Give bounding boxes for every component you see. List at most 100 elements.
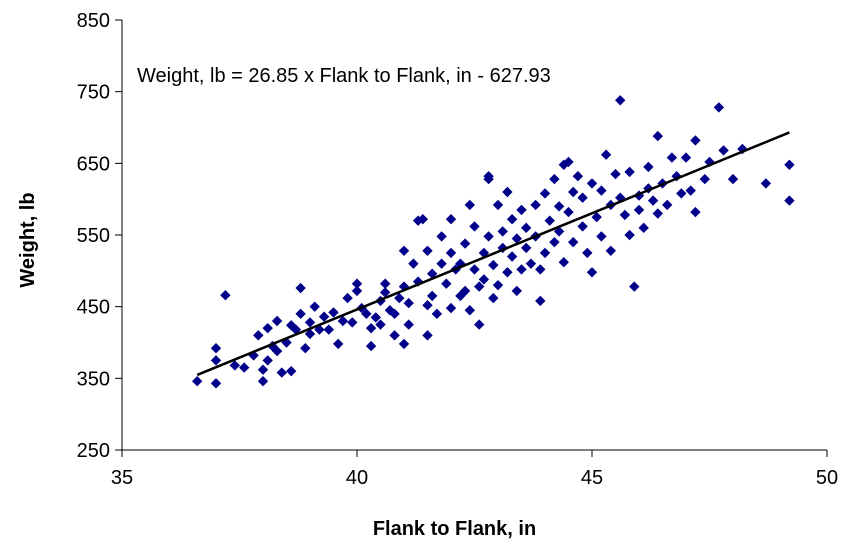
data-point bbox=[577, 221, 588, 232]
data-point bbox=[459, 238, 471, 249]
data-point bbox=[483, 231, 494, 242]
data-point bbox=[342, 292, 353, 304]
data-point bbox=[262, 322, 273, 334]
data-point bbox=[474, 281, 485, 292]
data-point bbox=[445, 247, 457, 259]
data-point bbox=[286, 365, 297, 377]
y-tick-label: 450 bbox=[77, 297, 110, 319]
data-point bbox=[516, 204, 527, 216]
data-point bbox=[483, 173, 494, 185]
data-point bbox=[600, 149, 612, 160]
x-ticks: 35 40 45 50 bbox=[111, 450, 838, 489]
data-point bbox=[436, 258, 447, 269]
data-point bbox=[394, 292, 405, 304]
data-point bbox=[427, 290, 438, 302]
data-point bbox=[210, 343, 222, 354]
data-point bbox=[737, 143, 748, 155]
data-point bbox=[638, 222, 649, 234]
data-point bbox=[389, 330, 400, 341]
data-point bbox=[516, 264, 527, 275]
data-points bbox=[192, 95, 795, 389]
data-point bbox=[380, 278, 391, 289]
x-tick-label: 45 bbox=[581, 467, 603, 489]
data-point bbox=[398, 245, 410, 256]
data-point bbox=[699, 173, 710, 185]
data-point bbox=[591, 211, 602, 223]
data-point bbox=[535, 264, 546, 275]
data-point bbox=[784, 195, 795, 206]
data-point bbox=[469, 264, 480, 275]
data-point bbox=[365, 340, 377, 352]
y-tick-label: 250 bbox=[77, 440, 110, 462]
data-point bbox=[586, 178, 598, 189]
data-point bbox=[262, 355, 273, 366]
data-point bbox=[469, 221, 480, 232]
data-point bbox=[572, 171, 584, 182]
data-point bbox=[582, 247, 593, 259]
data-point bbox=[459, 285, 471, 297]
data-point bbox=[210, 355, 222, 366]
data-point bbox=[474, 319, 485, 330]
data-point bbox=[643, 183, 654, 194]
data-point bbox=[539, 247, 551, 259]
data-point bbox=[497, 226, 508, 237]
data-point bbox=[422, 330, 433, 341]
data-point bbox=[539, 188, 551, 199]
data-point bbox=[276, 367, 287, 378]
data-point bbox=[506, 251, 518, 262]
y-tick-label: 850 bbox=[77, 10, 110, 32]
data-point bbox=[328, 307, 339, 318]
data-point bbox=[563, 206, 574, 218]
data-point bbox=[431, 308, 443, 320]
data-point bbox=[511, 233, 522, 244]
data-point bbox=[727, 173, 739, 185]
data-point bbox=[784, 159, 795, 170]
data-point bbox=[662, 199, 673, 211]
data-point bbox=[652, 130, 663, 142]
x-axis-title: Flank to Flank, in bbox=[373, 518, 536, 540]
y-tick-label: 750 bbox=[77, 82, 110, 104]
data-point bbox=[586, 267, 598, 278]
y-tick-label: 350 bbox=[77, 368, 110, 390]
data-point bbox=[521, 222, 532, 234]
data-point bbox=[577, 192, 588, 203]
data-point bbox=[445, 302, 457, 314]
data-point bbox=[549, 173, 560, 185]
data-point bbox=[253, 330, 264, 341]
data-point bbox=[257, 364, 269, 375]
data-point bbox=[615, 95, 626, 106]
data-point bbox=[680, 152, 692, 163]
data-point bbox=[422, 300, 433, 311]
y-ticks: 250 350 450 550 650 750 850 bbox=[77, 10, 122, 462]
data-point bbox=[558, 257, 569, 268]
data-point bbox=[351, 278, 363, 289]
data-point bbox=[337, 315, 349, 327]
data-point bbox=[596, 231, 607, 242]
data-point bbox=[643, 161, 654, 173]
data-point bbox=[295, 308, 306, 320]
data-point bbox=[619, 209, 631, 221]
data-point bbox=[229, 360, 240, 371]
data-point bbox=[666, 152, 678, 163]
data-point bbox=[685, 185, 696, 196]
data-point bbox=[408, 258, 419, 269]
data-point bbox=[441, 278, 452, 289]
data-point bbox=[605, 245, 616, 256]
data-point bbox=[610, 168, 621, 180]
data-point bbox=[417, 214, 428, 225]
data-point bbox=[403, 319, 414, 330]
data-point bbox=[347, 317, 358, 328]
data-point bbox=[624, 166, 635, 178]
data-point bbox=[615, 192, 626, 203]
data-point bbox=[220, 290, 231, 301]
data-point bbox=[365, 322, 377, 334]
data-point bbox=[502, 186, 513, 198]
data-point bbox=[488, 259, 499, 271]
data-point bbox=[671, 171, 682, 182]
data-point bbox=[464, 199, 475, 211]
data-point bbox=[398, 338, 410, 350]
x-tick-label: 35 bbox=[111, 467, 133, 489]
data-point bbox=[624, 229, 635, 241]
data-point bbox=[713, 102, 725, 113]
data-point bbox=[633, 204, 645, 216]
